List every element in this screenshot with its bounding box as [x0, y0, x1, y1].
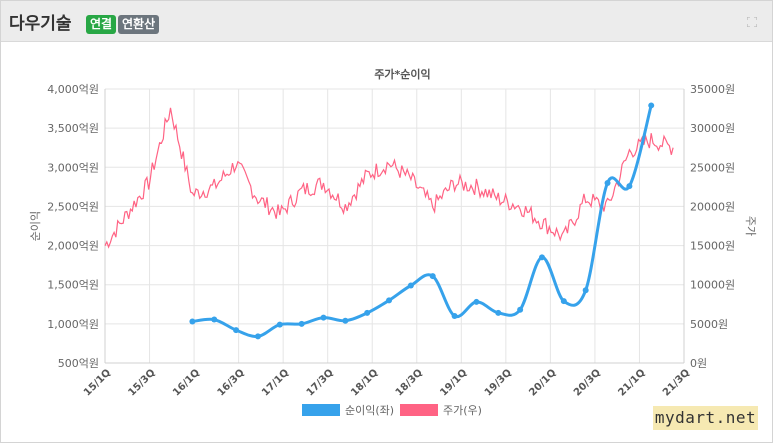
profit-data-point [538, 254, 545, 261]
x-tick-label: 21/1Q [616, 367, 647, 398]
y-left-tick-label: 1,000억원 [47, 318, 99, 331]
profit-data-point [364, 309, 371, 316]
profit-data-point [386, 297, 393, 304]
panel-header: 다우기술 연결 연환산 [1, 1, 772, 42]
profit-data-point [626, 183, 633, 190]
profit-data-point [211, 316, 218, 323]
company-name: 다우기술 [9, 14, 72, 34]
annualized-badge[interactable]: 연환산 [118, 15, 160, 34]
y-right-tick-label: 10000원 [690, 279, 735, 292]
y-right-axis-label: 주가 [744, 216, 757, 236]
legend-swatch [302, 404, 340, 416]
price-series-line [104, 107, 674, 249]
x-tick-label: 17/1Q [260, 367, 291, 398]
x-tick-label: 16/3Q [216, 367, 247, 398]
profit-data-point [429, 273, 436, 280]
profit-data-point [320, 314, 327, 321]
profit-data-point [582, 287, 589, 294]
profit-data-point [451, 313, 458, 320]
x-tick-label: 19/3Q [483, 367, 514, 398]
expand-icon[interactable] [747, 17, 757, 27]
profit-data-point [276, 321, 283, 328]
y-right-tick-label: 0원 [690, 357, 707, 370]
profit-data-point [233, 327, 240, 334]
x-tick-label: 21/3Q [661, 367, 692, 398]
y-left-tick-label: 2,500억원 [47, 200, 99, 213]
y-left-tick-label: 1,500억원 [47, 279, 99, 292]
profit-data-point [495, 309, 502, 316]
y-left-axis-label: 순이익 [29, 211, 42, 241]
x-tick-label: 16/1Q [171, 367, 202, 398]
y-left-tick-label: 3,500억원 [47, 122, 99, 135]
profit-data-point [560, 298, 567, 305]
profit-data-point [342, 317, 349, 324]
profit-price-chart: 500억원 0원 1,000억원 5000원 1,500억원 10000원 2,000억원 1… [29, 67, 757, 417]
y-left-tick-label: 3,000억원 [47, 161, 99, 174]
profit-data-point [254, 333, 261, 340]
y-right-tick-label: 20000원 [690, 200, 735, 213]
profit-series-line [192, 105, 653, 339]
profit-data-point [648, 102, 655, 109]
profit-data-point [604, 179, 611, 186]
y-left-tick-label: 2,000억원 [47, 240, 99, 253]
legend-swatch [400, 404, 438, 416]
watermark: mydart.net [653, 406, 758, 430]
profit-data-point [517, 306, 524, 313]
y-right-tick-label: 5000원 [690, 318, 728, 331]
y-right-tick-label: 35000원 [690, 83, 735, 96]
profit-data-point [189, 318, 196, 325]
y-right-tick-label: 25000원 [690, 161, 735, 174]
y-right-tick-label: 15000원 [690, 240, 735, 253]
legend-label: 순이익(좌) [345, 404, 394, 417]
x-tick-label: 19/1Q [438, 367, 469, 398]
x-tick-label: 18/1Q [349, 367, 380, 398]
y-left-tick-label: 4,000억원 [47, 83, 99, 96]
legend-label: 주가(우) [443, 404, 482, 417]
x-tick-label: 17/3Q [305, 367, 336, 398]
chart-title: 주가*순이익 [374, 67, 430, 81]
x-tick-label: 20/1Q [527, 367, 558, 398]
profit-data-point [407, 282, 414, 289]
x-tick-label: 15/1Q [82, 367, 113, 398]
profit-data-point [473, 298, 480, 305]
x-tick-label: 15/3Q [127, 367, 158, 398]
consolidated-badge[interactable]: 연결 [86, 15, 117, 34]
profit-data-point [298, 320, 305, 327]
x-tick-label: 18/3Q [394, 367, 425, 398]
y-right-tick-label: 30000원 [690, 122, 735, 135]
y-left-tick-label: 500억원 [58, 357, 99, 370]
x-tick-label: 20/3Q [572, 367, 603, 398]
